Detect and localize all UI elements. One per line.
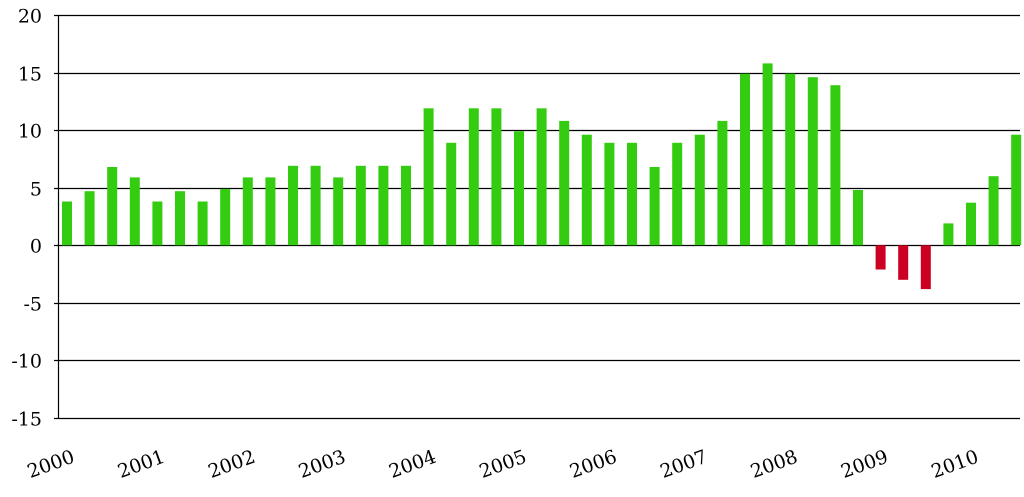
x-tick-label: 2001 bbox=[115, 446, 168, 483]
bar-2001-q3 bbox=[197, 201, 208, 246]
bar-2009-q1 bbox=[875, 245, 886, 270]
x-tick-label: 2000 bbox=[24, 446, 77, 483]
bar-2009-q3 bbox=[920, 245, 931, 290]
y-tick-label: 10 bbox=[18, 121, 42, 143]
bar-2006-q4 bbox=[672, 142, 683, 246]
x-tick-label: 2007 bbox=[657, 446, 710, 483]
y-tick-label: 5 bbox=[30, 179, 42, 201]
x-tick-label: 2003 bbox=[296, 446, 349, 483]
bar-2007-q2 bbox=[717, 120, 728, 246]
x-tick-label: 2009 bbox=[838, 446, 891, 483]
bar-2003-q4 bbox=[401, 165, 411, 246]
x-tick-label: 2010 bbox=[928, 446, 981, 483]
bar-2007-q4 bbox=[762, 63, 773, 246]
bar-2000-q4 bbox=[129, 177, 140, 246]
bar-2004-q3 bbox=[468, 108, 479, 246]
bar-2008-q1 bbox=[785, 73, 796, 246]
bar-2004-q1 bbox=[423, 108, 434, 246]
bar-2000-q3 bbox=[107, 167, 118, 246]
x-tick-label: 2004 bbox=[386, 446, 439, 483]
bar-2005-q4 bbox=[581, 134, 592, 246]
bar-2006-q1 bbox=[604, 142, 615, 246]
y-tick-label: -5 bbox=[23, 294, 42, 316]
bar-2001-q2 bbox=[175, 191, 185, 246]
bar-2004-q4 bbox=[491, 108, 502, 246]
bar-2007-q1 bbox=[694, 134, 705, 246]
x-tick-label: 2002 bbox=[205, 446, 258, 483]
bar-2010-q3 bbox=[1011, 134, 1022, 246]
x-tick-labels: 2000 2001 2002 2003 2004 2005 2006 2007 2008 2009… bbox=[24, 446, 981, 483]
bar-2001-q1 bbox=[152, 201, 163, 246]
y-tick-label: -10 bbox=[11, 351, 42, 373]
bar-2010-q2 bbox=[988, 176, 999, 246]
bar-2002-q1 bbox=[242, 177, 253, 246]
bar-2004-q2 bbox=[446, 142, 457, 246]
bars bbox=[62, 63, 1022, 290]
bar-2002-q3 bbox=[288, 165, 298, 246]
bar-2009-q2 bbox=[898, 245, 909, 280]
bar-2008-q4 bbox=[853, 190, 863, 246]
bar-2003-q3 bbox=[378, 165, 389, 246]
x-tick-label: 2008 bbox=[748, 446, 801, 483]
bar-2003-q2 bbox=[355, 165, 366, 246]
bar-2003-q1 bbox=[333, 177, 344, 246]
bar-2007-q3 bbox=[740, 73, 750, 246]
y-tick-labels: 20 15 10 5 0 -5 -10 -15 bbox=[11, 6, 42, 431]
bar-2000-q1 bbox=[62, 201, 72, 246]
y-tick-label: -15 bbox=[11, 409, 42, 431]
y-tick-label: 20 bbox=[18, 6, 42, 28]
bar-2008-q2 bbox=[807, 77, 818, 246]
bar-2001-q4 bbox=[220, 188, 231, 246]
bar-2006-q2 bbox=[627, 142, 637, 246]
y-tick-label: 15 bbox=[18, 64, 42, 86]
bar-2009-q4 bbox=[943, 223, 954, 246]
bar-2002-q2 bbox=[265, 177, 276, 246]
bar-2000-q2 bbox=[84, 191, 95, 246]
bar-2005-q1 bbox=[514, 131, 524, 246]
bar-2002-q4 bbox=[310, 165, 321, 246]
bar-2010-q1 bbox=[966, 202, 976, 246]
y-tick-label: 0 bbox=[30, 236, 42, 258]
bar-2008-q3 bbox=[830, 85, 841, 246]
x-tick-label: 2005 bbox=[476, 446, 529, 483]
bar-2005-q2 bbox=[536, 108, 547, 246]
bar-2005-q3 bbox=[559, 120, 570, 246]
x-tick-label: 2006 bbox=[567, 446, 620, 483]
bar-2006-q3 bbox=[649, 167, 660, 246]
